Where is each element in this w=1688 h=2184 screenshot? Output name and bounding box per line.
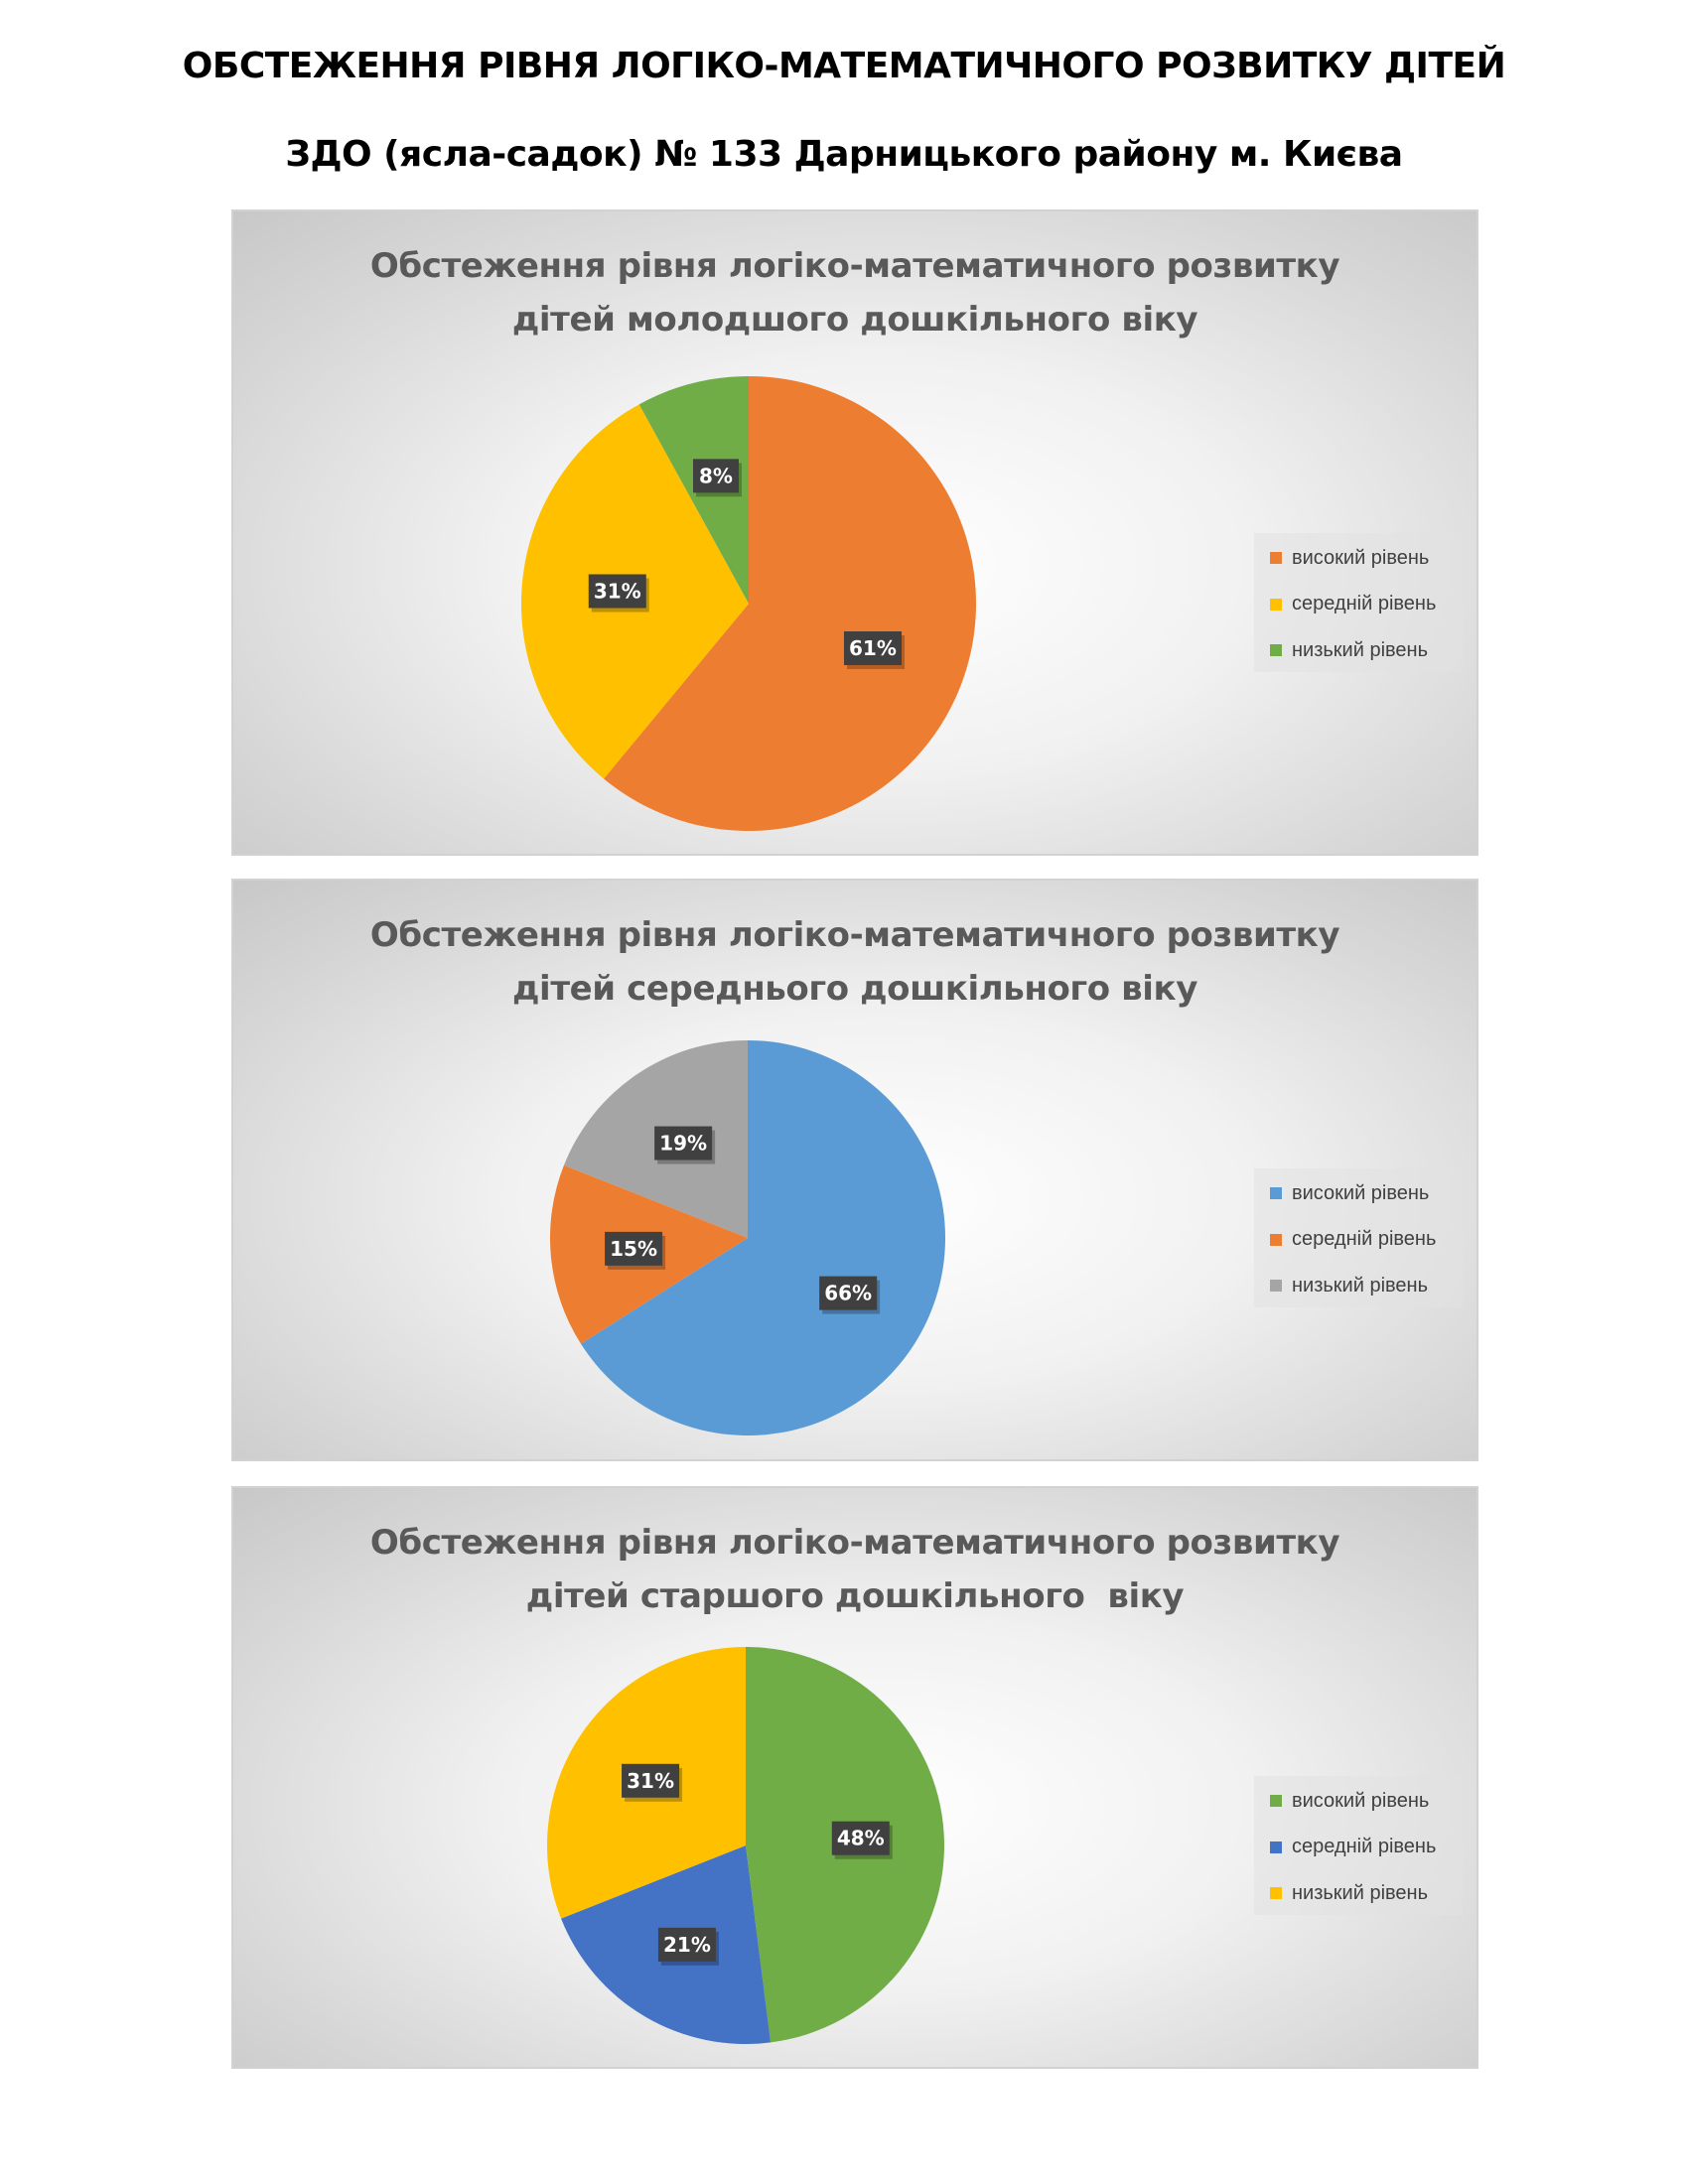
legend-item: середній рівень	[1270, 590, 1436, 619]
legend-item: середній рівень	[1270, 1833, 1436, 1862]
chart-title-line-2: дітей середнього дошкільного віку	[512, 969, 1197, 1009]
legend-item: середній рівень	[1270, 1225, 1436, 1255]
data-label: 15%	[605, 1231, 666, 1270]
pie-chart: 48% 21% 31%	[547, 1647, 944, 2044]
legend-label: високий рівень	[1292, 1181, 1430, 1204]
svg-text:31%: 31%	[594, 580, 641, 604]
data-label: 31%	[588, 574, 649, 613]
pie-slice-високий-рівень	[580, 1040, 945, 1435]
data-label: 61%	[843, 630, 905, 669]
legend-label: низький рівень	[1292, 1881, 1429, 1904]
legend-item: високий рівень	[1270, 1178, 1429, 1208]
data-label: 21%	[657, 1927, 719, 1966]
data-label: 8%	[692, 459, 742, 497]
chart-panel-junior: Обстеження рівня логіко-математичного ро…	[231, 209, 1478, 856]
legend-label: низький рівень	[1292, 1274, 1429, 1297]
chart-title-line-1: Обстеження рівня логіко-математичного ро…	[369, 915, 1340, 955]
chart-legend: високий рівень середній рівень низький рів…	[1254, 1168, 1463, 1307]
pie-slice-високий-рівень	[604, 376, 976, 831]
legend-swatch	[1270, 1887, 1282, 1899]
legend-label: високий рівень	[1292, 546, 1430, 569]
legend-swatch	[1270, 1280, 1282, 1292]
svg-text:8%: 8%	[699, 464, 733, 487]
legend-item: високий рівень	[1270, 543, 1429, 573]
legend-swatch	[1270, 1841, 1282, 1853]
data-label: 48%	[831, 1821, 893, 1859]
legend-swatch	[1270, 1187, 1282, 1199]
chart-legend: високий рівень середній рівень низький рів…	[1254, 533, 1463, 672]
legend-swatch	[1270, 552, 1282, 564]
document-title: ОБСТЕЖЕННЯ РІВНЯ ЛОГІКО-МАТЕМАТИЧНОГО РО…	[182, 46, 1506, 86]
chart-panel-middle: Обстеження рівня логіко-математичного ро…	[231, 879, 1478, 1461]
svg-text:66%: 66%	[824, 1282, 872, 1305]
data-label: 66%	[819, 1276, 881, 1314]
svg-text:21%: 21%	[663, 1933, 711, 1957]
svg-text:19%: 19%	[659, 1132, 707, 1156]
pie-chart: 61% 31% 8%	[521, 376, 976, 831]
chart-panel-senior: Обстеження рівня логіко-математичного ро…	[231, 1486, 1478, 2069]
legend-label: середній рівень	[1292, 1836, 1437, 1857]
chart-legend: високий рівень середній рівень низький рів…	[1254, 1776, 1463, 1915]
svg-text:48%: 48%	[837, 1827, 885, 1850]
chart-title-line-2: дітей старшого дошкільного віку	[525, 1576, 1185, 1616]
chart-title-line-2: дітей молодшого дошкільного віку	[511, 300, 1198, 340]
chart-title-line-1: Обстеження рівня логіко-математичного ро…	[369, 1523, 1340, 1563]
legend-swatch	[1270, 644, 1282, 656]
legend-item: низький рівень	[1270, 1878, 1428, 1908]
data-label: 31%	[622, 1763, 683, 1802]
svg-text:15%: 15%	[610, 1237, 657, 1261]
legend-swatch	[1270, 1795, 1282, 1807]
svg-text:31%: 31%	[627, 1769, 674, 1793]
legend-label: середній рівень	[1292, 593, 1437, 614]
legend-item: високий рівень	[1270, 1786, 1429, 1816]
pie-chart: 66% 15% 19%	[550, 1040, 945, 1435]
svg-text:61%: 61%	[849, 636, 897, 660]
legend-label: низький рівень	[1292, 638, 1429, 661]
chart-title: Обстеження рівня логіко-математичного ро…	[233, 908, 1477, 1016]
chart-title-line-1: Обстеження рівня логіко-математичного ро…	[369, 246, 1340, 286]
legend-item: низький рівень	[1270, 635, 1428, 665]
legend-label: високий рівень	[1292, 1789, 1430, 1812]
chart-title: Обстеження рівня логіко-математичного ро…	[233, 1516, 1477, 1623]
legend-swatch	[1270, 598, 1282, 611]
data-label: 19%	[654, 1126, 716, 1164]
legend-label: середній рівень	[1292, 1228, 1437, 1250]
legend-item: низький рівень	[1270, 1271, 1428, 1300]
document-subtitle: ЗДО (ясла-садок) № 133 Дарницького район…	[285, 134, 1403, 175]
legend-swatch	[1270, 1233, 1282, 1246]
chart-title: Обстеження рівня логіко-математичного ро…	[233, 239, 1477, 346]
